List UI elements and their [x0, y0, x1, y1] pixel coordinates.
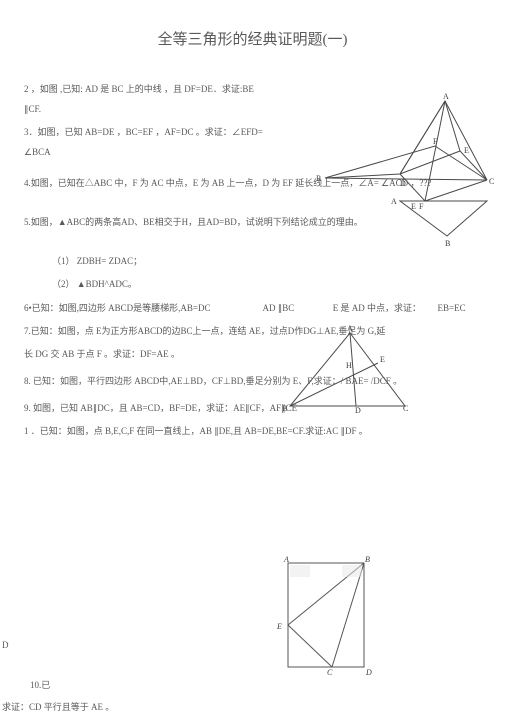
- stray-proof: 求证：CD 平行且等于 AE 。: [2, 700, 114, 713]
- svg-text:C: C: [489, 177, 494, 186]
- svg-text:B: B: [445, 239, 450, 248]
- problem-6-mid: AD ∥BC: [263, 303, 295, 313]
- problem-3-l1: 3．如图，已知 AB=DE ，BC=EF ，AF=DC 。求证：∠EFD=: [24, 124, 291, 141]
- figure-3: A B E C D: [272, 555, 382, 675]
- problem-3-l2: ∠BCA: [24, 144, 291, 161]
- problem-7: 7.已知：如图，点 E为正方形ABCD的边BC上一点，连结 AE，过点D作DG⊥…: [24, 323, 481, 340]
- page-title: 全等三角形的经典证明题(一): [24, 28, 481, 49]
- problem-5: 5.如图，▲ABC的两条高AD、BE相交于H，且AD=BD，试说明下列结论成立的…: [24, 214, 481, 231]
- problem-4: 4.如图，已知在△ABC 中，F 为 AC 中点，E 为 AB 上一点，D 为 …: [24, 175, 481, 192]
- problem-9: 9. 如图，已知 AB∥DC，且 AB=CD，BF=DE，求证：AE∥CF，AF…: [24, 400, 481, 417]
- problem-2-l2: ∥CF.: [24, 101, 291, 118]
- problem-7b: 长 DG 交 AB 于点 F 。求证：DF=AE 。: [24, 346, 481, 363]
- problem-2: 2 ，如图 ,已知: AD 是 BC 上的中线 ，且 DF=DE．求证:BE ∥…: [24, 81, 481, 118]
- svg-text:A: A: [391, 197, 397, 206]
- problem-6-right: E 是 AD 中点，求证：: [333, 303, 421, 313]
- problem-2-l1: 2 ，如图 ,已知: AD 是 BC 上的中线 ，且 DF=DE．求证:BE: [24, 81, 291, 98]
- problem-3: 3．如图，已知 AB=DE ，BC=EF ，AF=DC 。求证：∠EFD= ∠B…: [24, 124, 481, 161]
- svg-text:D: D: [365, 668, 372, 677]
- svg-text:B: B: [365, 555, 370, 564]
- problem-6-end: EB=EC: [438, 303, 466, 313]
- problem-1: 1 ．已知：如图，点 B,E,C,F 在同一直线上，AB ∥DE,且 AB=DE…: [24, 423, 481, 440]
- problem-5-sub2: （2） ▲BDH^ADC。: [52, 277, 481, 290]
- problem-6-left: 6•已知：如图,四边形 ABCD是等腰梯形,AB=DC: [24, 303, 211, 313]
- problem-10: 10.已: [30, 678, 50, 691]
- problem-8: 8. 已知：如图，平行四边形 ABCD中,AE⊥BD，CF⊥BD,垂足分别为 E…: [24, 373, 481, 390]
- svg-text:C: C: [327, 668, 333, 677]
- svg-text:A: A: [283, 555, 289, 564]
- stray-d: D: [2, 640, 9, 650]
- svg-text:E: E: [276, 622, 282, 631]
- svg-text:E: E: [411, 202, 416, 211]
- problem-6: 6•已知：如图,四边形 ABCD是等腰梯形,AB=DC AD ∥BC E 是 A…: [24, 300, 481, 317]
- svg-text:F: F: [419, 202, 424, 211]
